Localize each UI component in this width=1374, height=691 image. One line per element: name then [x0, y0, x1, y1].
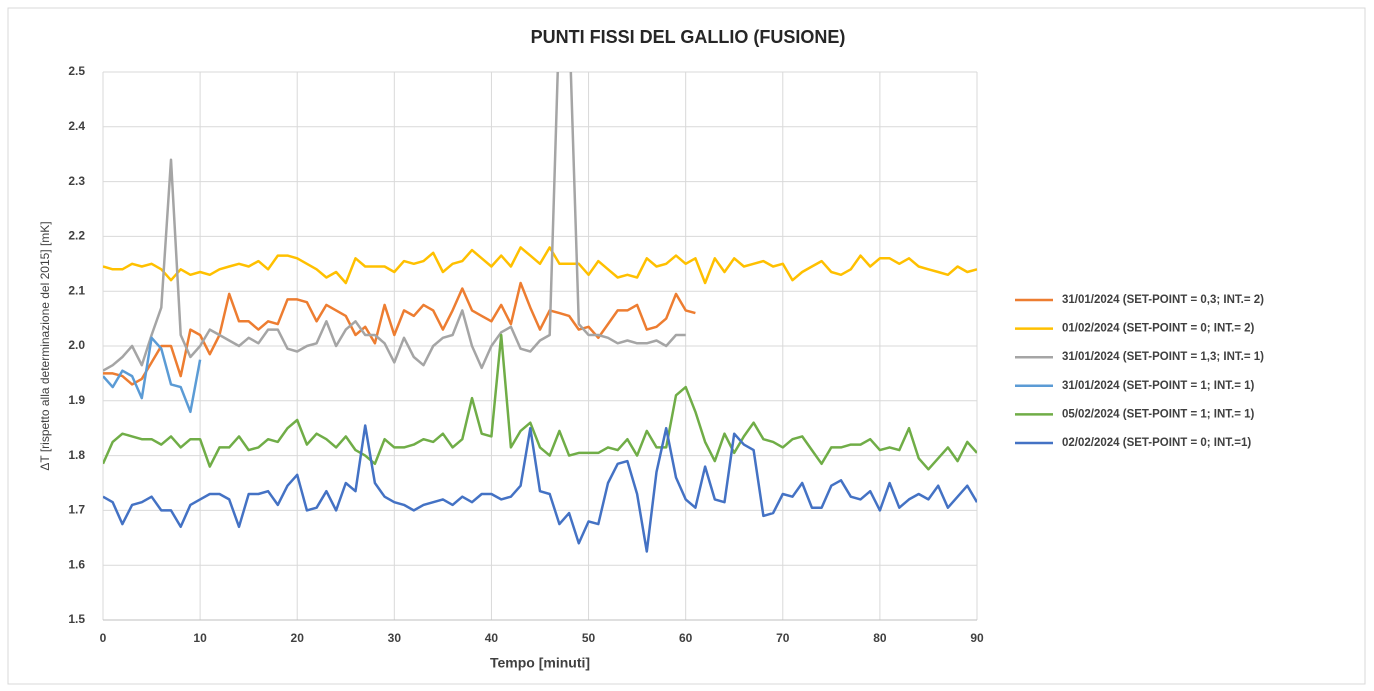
y-tick-label: 1.5	[68, 612, 85, 626]
x-tick-label: 40	[485, 631, 499, 645]
y-axis-label: ΔT [rispetto alla determinazione del 201…	[38, 221, 52, 470]
x-tick-label: 30	[388, 631, 402, 645]
y-tick-label: 1.7	[68, 503, 85, 517]
x-tick-label: 90	[970, 631, 984, 645]
series-line	[103, 246, 977, 285]
y-tick-label: 2.3	[68, 174, 85, 188]
y-tick-label: 1.9	[68, 393, 85, 407]
y-tick-label: 2.4	[68, 119, 85, 133]
x-tick-label: 20	[291, 631, 305, 645]
legend-label: 01/02/2024 (SET-POINT = 0; INT.= 2)	[1062, 323, 1255, 335]
series-line	[103, 333, 977, 471]
chart-title: PUNTI FISSI DEL GALLIO (FUSIONE)	[531, 27, 846, 47]
y-tick-label: 1.8	[68, 448, 85, 462]
grid: 1.5 1.6 1.7 1.8 1.9 2.0 2.1 2.2 2.3 2.4 2.5 0 10 20 30…	[68, 64, 984, 645]
x-axis-label: Tempo [minuti]	[490, 655, 590, 671]
x-tick-label: 60	[679, 631, 693, 645]
plot-lines	[103, 72, 977, 553]
legend-label: 05/02/2024 (SET-POINT = 1; INT.= 1)	[1062, 408, 1255, 420]
x-tick-label: 50	[582, 631, 596, 645]
x-tick-label: 80	[873, 631, 887, 645]
series-line	[103, 424, 977, 553]
y-tick-label: 2.5	[68, 64, 85, 78]
x-tick-label: 70	[776, 631, 790, 645]
legend-label: 31/01/2024 (SET-POINT = 0,3; INT.= 2)	[1062, 294, 1264, 306]
y-tick-label: 2.1	[68, 283, 85, 297]
legend-label: 31/01/2024 (SET-POINT = 1,3; INT.= 1)	[1062, 351, 1264, 363]
legend-label: 31/01/2024 (SET-POINT = 1; INT.= 1)	[1062, 380, 1255, 392]
x-tick-label: 0	[100, 631, 107, 645]
series-line	[103, 72, 686, 372]
y-tick-label: 2.2	[68, 229, 85, 243]
series-line	[103, 336, 202, 414]
legend: 31/01/2024 (SET-POINT = 0,3; INT.= 2) 01/…	[1015, 294, 1264, 449]
y-tick-label: 2.0	[68, 338, 85, 352]
x-tick-label: 10	[193, 631, 207, 645]
y-tick-label: 1.6	[68, 557, 85, 571]
legend-label: 02/02/2024 (SET-POINT = 0; INT.=1)	[1062, 437, 1251, 449]
